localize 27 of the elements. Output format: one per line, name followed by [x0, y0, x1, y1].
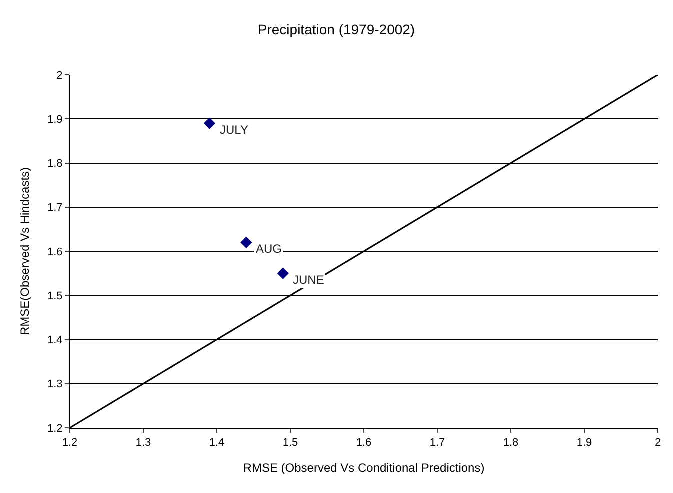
y-tick-label: 2 — [56, 70, 63, 82]
y-tick-label: 1.6 — [48, 246, 63, 258]
x-tick-label: 1.6 — [356, 437, 372, 450]
annotation: JULY — [220, 123, 248, 137]
point — [240, 236, 252, 249]
chart-title: Precipitation (1979-2002) — [258, 21, 416, 38]
x-tick-label: 2 — [654, 437, 662, 450]
x-tick-label: 1.7 — [430, 437, 446, 450]
point — [204, 118, 216, 130]
x-axis-title: RMSE (Observed Vs Conditional Predictions) — [243, 461, 485, 476]
y-tick-label: 1.9 — [48, 114, 63, 126]
point — [277, 268, 289, 280]
y-tick-label: 1.7 — [48, 202, 63, 214]
y-tick-label: 1.3 — [48, 378, 63, 391]
y-tick-label: 1.8 — [48, 158, 63, 170]
y-tick-label: 1.5 — [48, 290, 63, 302]
x-tick-label: 1.9 — [576, 437, 592, 450]
y-tick-label: 1.2 — [48, 422, 63, 435]
x-tick-label: 1.3 — [136, 437, 152, 450]
y-tick-label: 1.4 — [48, 334, 63, 347]
x-tick-label: 1.8 — [503, 437, 519, 450]
annotation: AUG — [256, 242, 282, 256]
x-tick-label: 1.4 — [209, 437, 225, 450]
x-tick-label: 1.5 — [282, 437, 298, 450]
annotation: JUNE — [293, 273, 324, 287]
x-tick-label: 1.2 — [62, 437, 78, 450]
y-axis-title: RMSE(Observed Vs Hindcasts) — [18, 167, 32, 336]
